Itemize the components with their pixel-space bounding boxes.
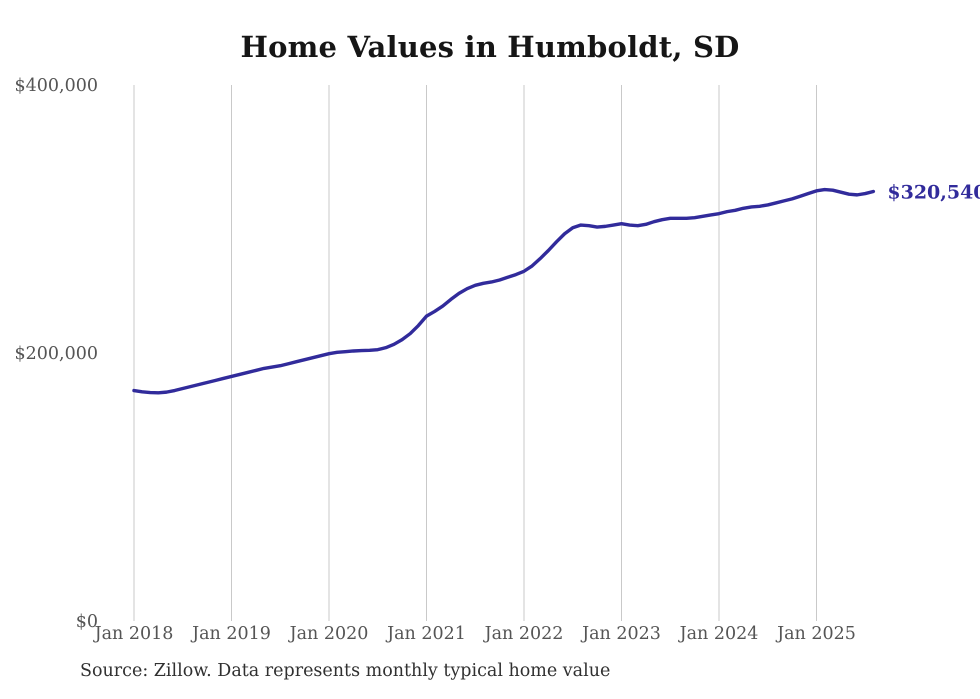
x-tick-label: Jan 2023: [580, 624, 661, 644]
end-value-label: $320,540: [887, 181, 980, 203]
x-tick-label: Jan 2018: [93, 624, 174, 644]
home-value-line: [132, 187, 876, 395]
y-tick-label: $400,000: [14, 76, 98, 96]
x-tick-label: Jan 2020: [288, 624, 369, 644]
x-tick-label: Jan 2021: [385, 624, 466, 644]
x-tick-label: Jan 2022: [483, 624, 564, 644]
y-tick-label: $0: [76, 612, 98, 632]
y-tick-label: $200,000: [14, 344, 98, 364]
x-tick-label: Jan 2024: [678, 624, 759, 644]
source-note: Source: Zillow. Data represents monthly …: [80, 661, 611, 681]
chart-title: Home Values in Humboldt, SD: [240, 30, 740, 64]
x-tick-label: Jan 2019: [190, 624, 271, 644]
x-tick-label: Jan 2025: [775, 624, 856, 644]
